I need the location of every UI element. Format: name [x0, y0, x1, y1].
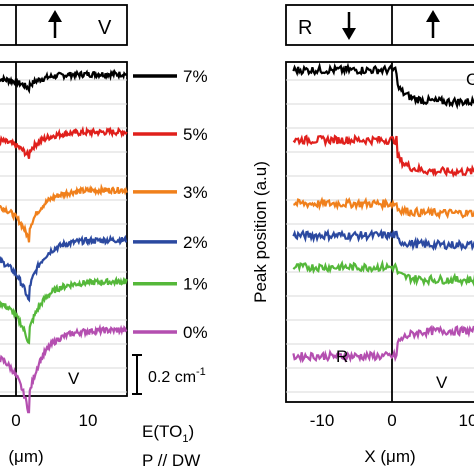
left-series-line-1% — [0, 275, 128, 345]
left-header-domain-label: V — [98, 17, 112, 39]
right-header-domain-label: R — [298, 17, 312, 39]
left-xtick-1: 10 — [79, 411, 98, 430]
right-series-line-3% — [293, 196, 474, 220]
left-series-line-5% — [0, 125, 128, 159]
right-header-box — [285, 4, 474, 46]
right-series-group — [292, 62, 474, 364]
right-series-line-7% — [292, 62, 474, 110]
right-series-line-1% — [292, 259, 474, 288]
right-domain-label-v: V — [436, 373, 448, 392]
left-series-line-2% — [0, 234, 128, 303]
left-xlabel: (μm) — [8, 447, 43, 466]
left-legend: 7% 5% 3% 2% 1% 0% — [133, 67, 208, 342]
left-gridlines — [0, 79, 127, 393]
scale-bar: 0.2 cm-1 — [132, 354, 206, 395]
right-xtick-0: -10 — [310, 411, 335, 430]
legend-label-0%: 0% — [183, 323, 208, 342]
right-xtick-1: 0 — [387, 411, 396, 430]
left-xtick-0: 0 — [11, 411, 20, 430]
geometry-annotation: P // DW — [142, 451, 200, 470]
legend-label-5%: 5% — [183, 125, 208, 144]
mode-annotation: E(TO1) — [142, 422, 194, 445]
right-partial-label: C — [466, 70, 474, 89]
right-series-line-2% — [292, 228, 474, 252]
right-ylabel: Peak position (a.u) — [251, 161, 270, 303]
right-plot-frame — [285, 61, 474, 403]
right-header-down-arrow-icon — [342, 12, 356, 40]
left-series-line-3% — [0, 183, 128, 243]
left-header-up-arrow-icon — [48, 10, 62, 38]
right-panel: R R V C Peak position (a.u) -10 0 10 X (… — [251, 4, 474, 466]
scale-bar-label: 0.2 cm-1 — [148, 366, 206, 386]
right-gridlines — [286, 79, 474, 393]
legend-label-2%: 2% — [183, 233, 208, 252]
right-series-line-5% — [292, 133, 474, 178]
left-domain-label-v: V — [68, 369, 80, 388]
left-plot-frame — [0, 61, 128, 397]
right-header-up-arrow-icon — [426, 10, 440, 38]
right-xtick-2: 10 — [459, 411, 474, 430]
left-series-line-0% — [0, 323, 128, 414]
left-series-group — [0, 68, 128, 414]
left-series-line-7% — [0, 68, 128, 95]
right-series-line-0% — [292, 324, 474, 364]
right-xlabel: X (μm) — [364, 447, 415, 466]
legend-label-7%: 7% — [183, 67, 208, 86]
right-domain-label-r: R — [336, 347, 348, 366]
left-panel: V V 0 10 (μm) 7% 5% 3% 2% 1% 0% 0.2 cm-1 E(TO… — [0, 4, 208, 470]
legend-label-3%: 3% — [183, 183, 208, 202]
legend-label-1%: 1% — [183, 275, 208, 294]
left-header-box — [0, 4, 128, 46]
